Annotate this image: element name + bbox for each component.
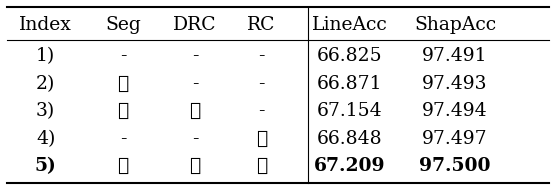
Text: Seg: Seg (105, 16, 141, 34)
Text: -: - (192, 130, 198, 148)
Text: 67.209: 67.209 (314, 157, 386, 175)
Text: ✓: ✓ (117, 75, 129, 93)
Text: 97.491: 97.491 (422, 47, 488, 65)
Text: ✓: ✓ (190, 157, 201, 175)
Text: 66.848: 66.848 (317, 130, 383, 148)
Text: -: - (192, 75, 198, 93)
Text: ✓: ✓ (117, 102, 129, 120)
Text: -: - (258, 102, 265, 120)
Text: -: - (120, 47, 126, 65)
Text: RC: RC (247, 16, 276, 34)
Text: -: - (192, 47, 198, 65)
Text: 3): 3) (36, 102, 55, 120)
Text: ShapAcc: ShapAcc (414, 16, 496, 34)
Text: 97.497: 97.497 (422, 130, 488, 148)
Text: ✓: ✓ (256, 130, 267, 148)
Text: 5): 5) (35, 157, 57, 175)
Text: 1): 1) (36, 47, 55, 65)
Text: -: - (258, 47, 265, 65)
Text: ✓: ✓ (256, 157, 267, 175)
Text: -: - (120, 130, 126, 148)
Text: DRC: DRC (173, 16, 217, 34)
Text: LineAcc: LineAcc (312, 16, 388, 34)
Text: 66.825: 66.825 (317, 47, 383, 65)
Text: Index: Index (19, 16, 72, 34)
Text: ✓: ✓ (190, 102, 201, 120)
Text: 2): 2) (36, 75, 56, 93)
Text: 97.494: 97.494 (422, 102, 488, 120)
Text: 4): 4) (36, 130, 56, 148)
Text: 97.500: 97.500 (419, 157, 491, 175)
Text: 66.871: 66.871 (317, 75, 383, 93)
Text: ✓: ✓ (117, 157, 129, 175)
Text: 67.154: 67.154 (317, 102, 383, 120)
Text: 97.493: 97.493 (422, 75, 488, 93)
Text: -: - (258, 75, 265, 93)
